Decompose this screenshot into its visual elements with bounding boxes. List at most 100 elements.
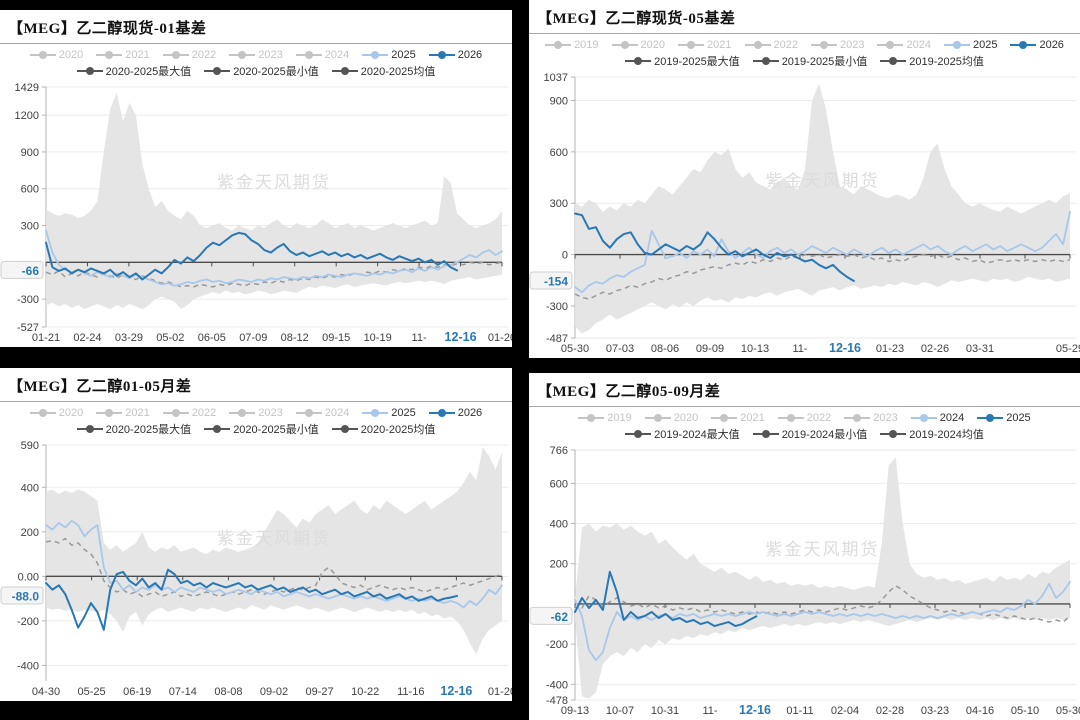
legend-item-label: 2020 — [640, 39, 666, 51]
legend-item-2026[interactable]: 2026 — [428, 407, 482, 419]
legend-item-2023[interactable]: 2023 — [229, 407, 283, 419]
legend-item-stat[interactable]: 2020-2025最大值 — [76, 63, 191, 79]
legend-item-stat[interactable]: 2019-2024最小值 — [752, 426, 867, 442]
legend-item-stat[interactable]: 2020-2025均值 — [331, 421, 435, 437]
y-tick-label: 300 — [550, 198, 568, 210]
legend-item-2020[interactable]: 2020 — [29, 407, 84, 419]
series-previous-year-line — [45, 229, 503, 287]
x-tick-label: 01-21 — [32, 332, 60, 344]
legend-item-2019[interactable]: 2019 — [578, 412, 632, 424]
y-tick-label: -487 — [546, 333, 568, 345]
legend-item-2023[interactable]: 2023 — [811, 39, 864, 51]
y-tick-label: 400 — [21, 482, 39, 494]
legend-item-2022[interactable]: 2022 — [162, 49, 217, 61]
legend-item-2022[interactable]: 2022 — [744, 39, 798, 51]
legend: 2020 2021 2022 2023 2024 2025 2026 2020-2025最大值… — [0, 44, 512, 79]
legend-item-2024[interactable]: 2024 — [910, 412, 964, 424]
x-tick-label: 08-12 — [281, 332, 309, 344]
legend-item-2024[interactable]: 2024 — [877, 39, 931, 51]
legend-item-stat[interactable]: 2020-2025均值 — [331, 63, 435, 79]
series-mean-line — [45, 537, 503, 598]
legend-item-stat[interactable]: 2020-2025最小值 — [204, 63, 319, 79]
chart-canvas[interactable]: 紫金天风期货 1429 1200 900 600 300 -300 -527 -66 01-21 0… — [0, 79, 512, 347]
band-minmax-area — [46, 447, 502, 655]
legend-item-2026[interactable]: 2026 — [1010, 39, 1064, 51]
legend-item-label: 2024 — [324, 407, 350, 419]
legend-marker-icon — [844, 414, 871, 422]
legend-marker-icon — [204, 67, 231, 75]
legend-item-2021[interactable]: 2021 — [96, 49, 150, 61]
legend-marker-icon — [625, 57, 652, 65]
legend-item-2023[interactable]: 2023 — [844, 412, 898, 424]
legend-item-stat[interactable]: 2019-2024最大值 — [625, 426, 740, 442]
legend-item-2020[interactable]: 2020 — [644, 412, 698, 424]
legend-item-label: 2020 — [58, 49, 84, 61]
x-tick-label: 07-03 — [606, 343, 634, 355]
legend-item-2024[interactable]: 2024 — [295, 407, 350, 419]
legend-marker-icon — [777, 414, 804, 422]
series-previous-year-line — [45, 519, 503, 609]
x-tick-label: 03-23 — [921, 705, 949, 717]
legend-item-stat[interactable]: 2020-2025最小值 — [204, 421, 319, 437]
chart-panel-spot-05-basis: 【MEG】乙二醇现货-05基差 2019 2020 2021 2022 2023 2024… — [529, 0, 1080, 358]
x-tick-label: 02-28 — [876, 705, 904, 717]
x-tick-label: 05-25 — [78, 686, 106, 698]
legend-item-stat[interactable]: 2019-2025最大值 — [625, 53, 740, 69]
x-tick-label: 10-31 — [651, 705, 679, 717]
current-value-badge-label: -154 — [544, 274, 568, 288]
legend: 2020 2021 2022 2023 2024 2025 2026 2020-2025最大值… — [0, 402, 512, 437]
legend-marker-icon — [943, 41, 970, 49]
legend-item-stat[interactable]: 2019-2025均值 — [880, 53, 984, 69]
y-tick-label: -527 — [17, 322, 39, 334]
x-tick-label: 11-16 — [397, 686, 424, 698]
legend-item-label: 2019 — [574, 39, 599, 51]
legend-item-2023[interactable]: 2023 — [229, 49, 283, 61]
legend-item-stat[interactable]: 2020-2025最大值 — [76, 421, 191, 437]
chart-svg: 紫金天风期货 766 600 400 200 -200 -400 -478 -62 09-13 10… — [529, 445, 1080, 717]
legend-marker-icon — [331, 67, 358, 75]
legend-item-2024[interactable]: 2024 — [295, 49, 350, 61]
x-tick-label-highlight: 12-16 — [739, 703, 771, 717]
legend-item-2022[interactable]: 2022 — [162, 407, 216, 419]
legend-item-2021[interactable]: 2021 — [711, 412, 765, 424]
y-tick-label: 766 — [550, 445, 568, 457]
legend-item-label: 2024 — [324, 49, 350, 61]
legend-item-stat[interactable]: 2019-2025最小值 — [752, 53, 867, 69]
legend-item-2020[interactable]: 2020 — [611, 39, 666, 51]
chart-panel-spot-01-basis: 【MEG】乙二醇现货-01基差 2020 2021 2022 2023 2024 2025… — [0, 10, 512, 347]
legend-marker-icon — [977, 414, 1004, 422]
chart-canvas[interactable]: 紫金天风期货 590 400 200 0.00 -200 -400 -88.0 04-30 05-… — [0, 437, 512, 701]
legend-item-label: 2022 — [191, 49, 217, 61]
page-title: 【MEG】乙二醇05-09月差 — [537, 384, 721, 400]
x-tick-label: 05-30 — [1056, 705, 1080, 717]
legend-stats-row: 2019-2025最大值 2019-2025最小值 2019-2025均值 — [625, 53, 984, 69]
current-value-badge — [529, 606, 573, 625]
legend-item-2025[interactable]: 2025 — [362, 49, 416, 61]
legend-item-2025[interactable]: 2025 — [977, 412, 1031, 424]
legend-item-2026[interactable]: 2026 — [428, 49, 482, 61]
legend-item-2025[interactable]: 2025 — [362, 407, 416, 419]
y-tick-label: 200 — [550, 559, 568, 571]
legend-item-2021[interactable]: 2021 — [678, 39, 732, 51]
x-tick-label: 03-31 — [966, 343, 994, 355]
title-divider — [529, 406, 1080, 407]
legend-marker-icon — [295, 409, 322, 417]
legend-item-label: 2019-2024均值 — [909, 429, 984, 441]
x-tick-label: 01-20 — [488, 686, 512, 698]
legend-item-stat[interactable]: 2019-2024均值 — [880, 426, 984, 442]
legend-item-2019[interactable]: 2019 — [545, 39, 599, 51]
chart-canvas[interactable]: 紫金天风期货 1037 900 600 300 0 -300 -487 -154 05-30 07-… — [529, 69, 1080, 358]
legend-item-2021[interactable]: 2021 — [96, 407, 150, 419]
x-tick-label: 02-24 — [73, 332, 101, 344]
current-value-badge — [529, 271, 573, 290]
legend-item-2022[interactable]: 2022 — [777, 412, 832, 424]
legend-item-label: 2020 — [58, 407, 84, 419]
legend-item-label: 2019-2024最大值 — [654, 429, 740, 441]
legend-item-2025[interactable]: 2025 — [943, 39, 997, 51]
series-previous-year-line — [574, 210, 1071, 294]
chart-canvas[interactable]: 紫金天风期货 766 600 400 200 -200 -400 -478 -62 09-13 10… — [529, 442, 1080, 720]
series-current-year-line — [574, 212, 855, 282]
legend-item-label: 2022 — [806, 412, 832, 424]
legend-item-2020[interactable]: 2020 — [29, 49, 84, 61]
x-tick-label: 02-04 — [831, 705, 859, 717]
